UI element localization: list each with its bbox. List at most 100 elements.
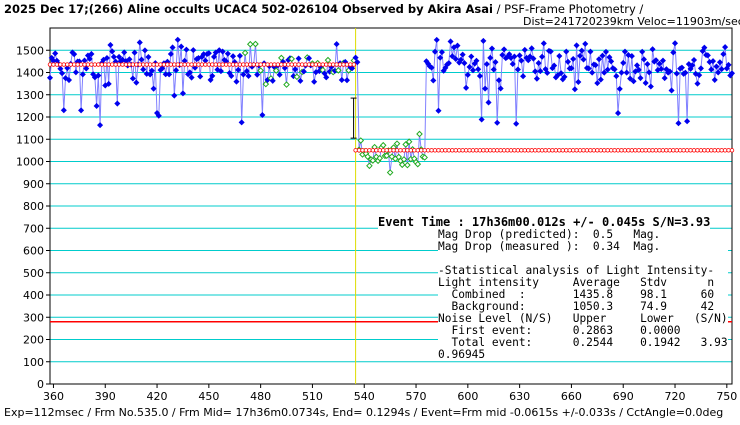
data-point (539, 53, 546, 60)
data-point (343, 77, 350, 84)
data-point (209, 72, 216, 79)
occultation-point (414, 160, 422, 168)
occultation-point (383, 152, 390, 160)
data-point (495, 77, 502, 84)
data-point (492, 59, 499, 66)
data-point (704, 52, 711, 59)
data-point (497, 85, 504, 92)
baseline-low-mark (729, 148, 735, 153)
data-point (671, 40, 679, 47)
data-point (447, 38, 454, 45)
occultation-point (376, 154, 384, 162)
data-point (295, 55, 302, 62)
data-point (140, 66, 147, 73)
data-point (494, 119, 501, 126)
x-tick-label: 420 (147, 390, 168, 403)
y-tick-label: 200 (23, 334, 44, 347)
baseline-high-mark (351, 62, 357, 67)
data-point (670, 49, 677, 56)
y-tick-label: 1100 (16, 133, 44, 146)
occultation-point (252, 40, 259, 48)
data-point (476, 72, 483, 79)
data-point (52, 50, 59, 57)
data-point (675, 120, 682, 127)
y-tick-label: 0 (37, 378, 44, 391)
data-point (563, 48, 570, 55)
data-point (487, 54, 494, 61)
data-point (186, 69, 193, 76)
data-point (592, 62, 599, 69)
data-point (148, 67, 155, 74)
data-point (150, 85, 157, 92)
y-tick-label: 1400 (16, 67, 44, 80)
data-point (323, 74, 330, 81)
occultation-point (257, 67, 264, 74)
data-point (464, 71, 471, 78)
occultation-point (283, 81, 290, 88)
x-tick-label: 600 (457, 390, 478, 403)
occultation-point (246, 40, 254, 48)
data-point (599, 52, 606, 59)
data-point (159, 65, 166, 72)
data-point (715, 69, 722, 76)
data-point (620, 59, 627, 66)
data-point (589, 69, 596, 76)
data-point (300, 68, 307, 75)
data-point (114, 100, 121, 107)
data-point (212, 49, 219, 56)
data-point (649, 46, 656, 53)
data-point (238, 119, 245, 126)
data-point (72, 69, 79, 76)
data-point (190, 47, 197, 54)
data-point (243, 68, 250, 75)
data-point (526, 53, 534, 60)
data-point (430, 77, 437, 84)
data-point (133, 79, 140, 86)
data-point (514, 66, 521, 73)
data-point (532, 68, 539, 75)
data-point (578, 47, 585, 54)
data-point (468, 53, 475, 60)
data-point (530, 55, 537, 62)
data-point (690, 56, 698, 64)
data-point (171, 92, 178, 99)
data-point (46, 74, 54, 81)
data-point (292, 66, 299, 73)
data-point (235, 66, 242, 73)
y-tick-label: 800 (23, 200, 44, 213)
data-point (604, 66, 611, 73)
data-point (640, 56, 647, 63)
data-point (432, 48, 439, 55)
data-point (64, 65, 71, 72)
data-point (428, 64, 435, 71)
occultation-point (293, 73, 301, 81)
data-point (540, 40, 547, 47)
occultation-point (404, 161, 411, 169)
occultation-point (379, 141, 387, 149)
data-point (533, 75, 540, 82)
data-point (354, 59, 361, 66)
y-tick-label: 500 (23, 267, 44, 280)
chart-title-method: / PSF-Frame Photometry / (492, 2, 644, 16)
data-point (627, 75, 634, 82)
data-point (713, 63, 720, 70)
data-point (236, 52, 243, 59)
light-curve-line (49, 39, 733, 173)
data-point (728, 70, 736, 77)
data-point (697, 65, 704, 72)
x-tick-label: 510 (302, 390, 323, 403)
occultation-point (398, 161, 406, 169)
stats-line: 0.96945 (438, 348, 486, 361)
stats-line: Light intensity Average Stdv n (438, 276, 715, 289)
data-point (488, 45, 496, 52)
x-tick-label: 540 (354, 390, 375, 403)
data-point (694, 80, 701, 87)
y-tick-label: 1200 (16, 111, 44, 124)
data-point (259, 112, 266, 119)
x-tick-label: 360 (43, 390, 64, 403)
data-point (482, 85, 489, 92)
data-point (207, 76, 214, 83)
occultation-point (405, 138, 413, 146)
data-point (725, 61, 732, 68)
occultation-point (402, 141, 409, 148)
